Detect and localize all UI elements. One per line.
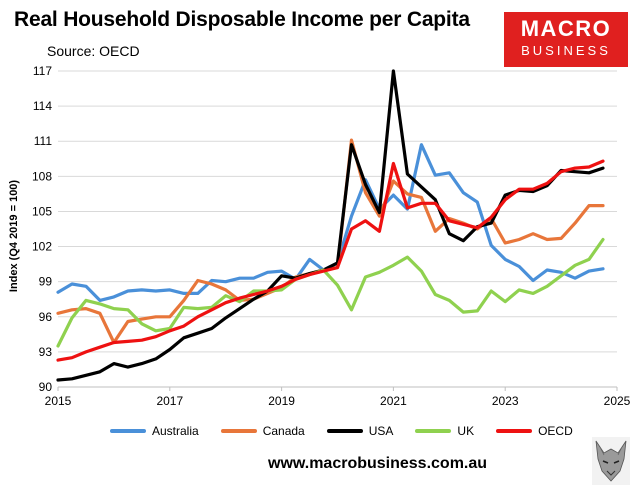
legend-label: OECD: [538, 424, 573, 438]
legend-swatch: [496, 429, 533, 433]
series-line-uk: [56, 237, 605, 348]
legend-label: Canada: [262, 424, 305, 438]
legend-item-uk: UK: [415, 424, 474, 438]
legend-label: Australia: [152, 424, 199, 438]
x-tick-label: 2019: [268, 394, 295, 408]
y-tick-label: 114: [33, 99, 52, 113]
x-tick-label: 2015: [45, 394, 72, 408]
x-tick-label: 2017: [156, 394, 183, 408]
legend-item-australia: Australia: [110, 424, 199, 438]
chart-title: Real Household Disposable Income per Cap…: [14, 8, 470, 31]
y-tick-label: 111: [34, 134, 53, 148]
y-axis-label: Index (Q4 2019 = 100): [8, 179, 20, 293]
y-tick-label: 99: [39, 275, 53, 289]
series-line-canada: [56, 138, 605, 345]
legend-swatch: [326, 429, 363, 433]
legend: Australia Canada USA UK OECD: [110, 424, 595, 438]
macrobusiness-logo: MACRO BUSINESS: [504, 12, 628, 67]
x-tick-label: 2021: [380, 394, 407, 408]
legend-label: UK: [457, 424, 475, 438]
wolf-icon: [592, 437, 630, 485]
y-tick-label: 108: [32, 169, 52, 183]
y-tick-label: 105: [32, 204, 52, 218]
legend-item-canada: Canada: [220, 424, 305, 438]
y-tick-label: 96: [39, 310, 53, 324]
logo-line1: MACRO: [520, 16, 612, 41]
y-tick-label: 93: [39, 345, 53, 359]
legend-swatch: [415, 429, 452, 433]
legend-item-oecd: OECD: [496, 424, 573, 438]
y-tick-label: 102: [32, 240, 52, 254]
website-url: www.macrobusiness.com.au: [268, 455, 488, 472]
x-tick-label: 2023: [492, 394, 519, 408]
series-line-oecd: [56, 159, 605, 362]
y-tick-label: 90: [39, 380, 53, 394]
legend-item-usa: USA: [326, 424, 394, 438]
legend-label: USA: [368, 424, 394, 438]
series-line-usa: [56, 69, 605, 382]
legend-swatch: [220, 429, 257, 433]
y-tick-label: 117: [33, 64, 52, 78]
legend-swatch: [110, 429, 146, 433]
logo-line2: BUSINESS: [521, 43, 611, 58]
x-tick-label: 2025: [604, 394, 631, 408]
chart-subtitle: Source: OECD: [47, 43, 140, 59]
